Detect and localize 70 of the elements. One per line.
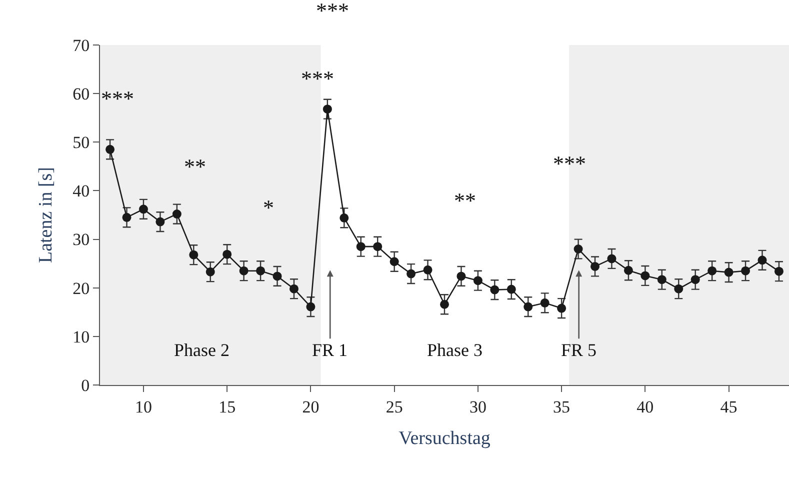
annotation: ** [184,154,206,179]
x-tick-label: 10 [134,397,152,416]
point [490,285,500,294]
y-tick-label: 60 [72,84,90,104]
point [640,271,650,280]
y-tick-label: 40 [72,182,90,201]
y-axis-title: Latenz in [s] [35,166,56,264]
point [473,276,482,286]
annotation: *** [101,86,134,111]
point [239,266,248,276]
point [708,266,717,276]
point [172,210,182,219]
point [574,244,583,254]
point [674,284,684,294]
point [156,217,165,226]
point [106,144,115,154]
point [557,304,566,313]
point [540,298,550,308]
point [138,204,148,214]
point [189,250,198,260]
point [624,266,633,275]
point [524,302,533,312]
point [356,242,366,252]
point [322,104,332,114]
y-tick-label: 50 [72,133,90,152]
text: *** [316,0,349,23]
y-tick-label: 0 [81,376,90,395]
point [741,266,750,276]
y-tick-label: 20 [72,278,90,298]
annotation: * [263,195,274,220]
annotation: Phase 3 [427,340,482,360]
x-axis-title: Versuchstag [398,428,491,450]
x-tick-label: 35 [553,397,570,416]
x-tick-label: 20 [302,397,320,416]
annotation: ** [454,188,476,213]
annotation: *** [301,66,334,91]
annotation: FR 5 [561,340,597,360]
point [390,257,399,266]
point [406,269,416,278]
point [373,242,382,252]
y-tick-label: 30 [72,230,90,250]
point [289,284,298,294]
x-tick-label: 45 [720,397,738,416]
x-tick-label: 15 [218,397,236,416]
point [506,284,516,294]
point [758,256,767,265]
point [340,213,349,222]
x-tick-label: 25 [386,397,403,416]
point [440,300,449,309]
point [222,250,232,259]
point [724,268,734,277]
point [607,254,616,264]
point [774,266,784,276]
point [306,302,316,312]
point [690,275,700,284]
point [206,267,215,276]
y-tick-label: 70 [72,36,90,55]
point [256,266,266,276]
point [423,265,432,274]
x-tick-label: 30 [469,397,486,416]
point [657,275,666,284]
point [122,212,132,222]
point [590,262,600,271]
annotation: FR 1 [312,340,348,360]
annotation: Phase 2 [174,340,230,360]
point [272,272,282,281]
y-tick-label: 10 [72,327,90,346]
point [456,272,466,281]
x-tick-label: 40 [636,397,654,416]
annotation: *** [553,151,586,176]
